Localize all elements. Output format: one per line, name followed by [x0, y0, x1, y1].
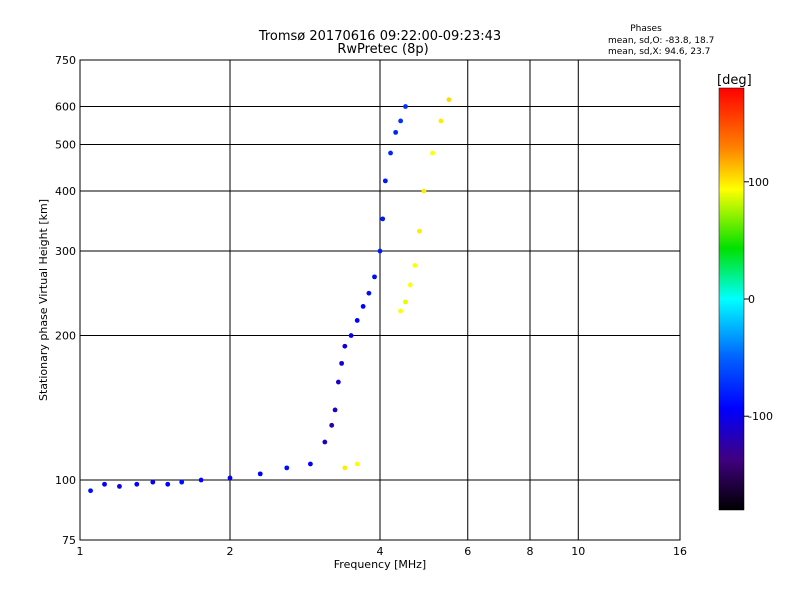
colorbar-tick-label: -100 [748, 410, 773, 423]
y-tick-label: 200 [55, 330, 76, 343]
chart-title: Tromsø 20170616 09:22:00-09:23:43 [258, 29, 501, 44]
x-tick-label: 6 [464, 545, 471, 558]
data-point [257, 471, 263, 477]
data-point [388, 150, 393, 156]
colorbar-tick-label: 100 [748, 176, 769, 189]
y-tick-label: 500 [55, 139, 76, 152]
data-point [366, 290, 372, 296]
colorbar-label: [deg] [717, 73, 752, 88]
data-point [354, 318, 360, 323]
data-point [342, 343, 348, 349]
stats-o-mode: mean, sd,O: -83.8, 18.7 [608, 36, 714, 46]
data-point [88, 488, 93, 494]
data-point [342, 465, 348, 471]
x-tick-label: 16 [673, 545, 687, 558]
data-point [398, 308, 404, 314]
data-point [308, 461, 313, 467]
y-tick-label: 400 [55, 185, 76, 198]
colorbar [718, 87, 745, 511]
data-point [322, 439, 328, 445]
colorbar-tick-label: 0 [748, 293, 755, 306]
data-point [421, 188, 427, 194]
data-point [446, 97, 452, 103]
data-point [407, 282, 413, 288]
data-point [398, 118, 404, 124]
y-axis-label: Stationary phase Virtual Height [km] [37, 199, 50, 401]
y-tick-label: 100 [55, 474, 76, 487]
data-point [332, 407, 338, 413]
x-tick-label: 1 [77, 545, 84, 558]
x-tick-label: 4 [377, 545, 384, 558]
data-point [198, 477, 204, 483]
data-point [393, 129, 399, 135]
data-point [102, 481, 107, 487]
data-point [382, 178, 388, 184]
stats-x-mode: mean, sd,X: 94.6, 23.7 [608, 47, 710, 57]
data-point [117, 483, 122, 489]
data-point [335, 379, 341, 385]
data-point [380, 216, 386, 222]
y-tick-label: 75 [62, 534, 76, 547]
y-tick-label: 300 [55, 245, 76, 258]
x-tick-label: 10 [571, 545, 585, 558]
x-axis-ticks: 1 2 4 6 8 10 16 [77, 545, 688, 558]
data-point [417, 228, 422, 234]
chart-subtitle: RwPretec (8p) [337, 42, 428, 57]
data-point [284, 465, 290, 471]
data-points [88, 97, 452, 494]
colorbar-ticks: 100 0 -100 [744, 176, 773, 423]
data-point [348, 333, 354, 338]
data-point [372, 274, 377, 280]
data-point [377, 248, 383, 254]
x-tick-label: 2 [227, 545, 234, 558]
data-point [179, 479, 185, 485]
x-tick-label: 8 [527, 545, 534, 558]
data-point [339, 360, 345, 366]
data-point [227, 475, 233, 481]
data-point [360, 304, 366, 309]
plot-frame [79, 59, 681, 541]
y-tick-label: 750 [55, 54, 76, 67]
data-point [412, 262, 418, 268]
data-point [134, 481, 140, 487]
data-point [430, 150, 435, 156]
data-point [329, 422, 335, 428]
y-axis-ticks: 75 100 200 300 400 500 600 750 [55, 54, 76, 547]
grid-lines [80, 60, 680, 540]
y-tick-label: 600 [55, 101, 76, 114]
data-point [403, 104, 408, 109]
data-point [403, 299, 408, 305]
x-axis-label: Frequency [MHz] [334, 558, 426, 571]
data-point [354, 461, 360, 467]
data-point [150, 479, 156, 485]
stats-heading: Phases [630, 24, 662, 34]
data-point [438, 118, 444, 124]
data-point [165, 481, 171, 487]
